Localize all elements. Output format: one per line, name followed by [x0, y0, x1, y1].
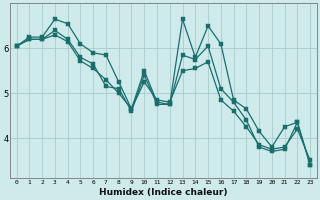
X-axis label: Humidex (Indice chaleur): Humidex (Indice chaleur): [99, 188, 228, 197]
